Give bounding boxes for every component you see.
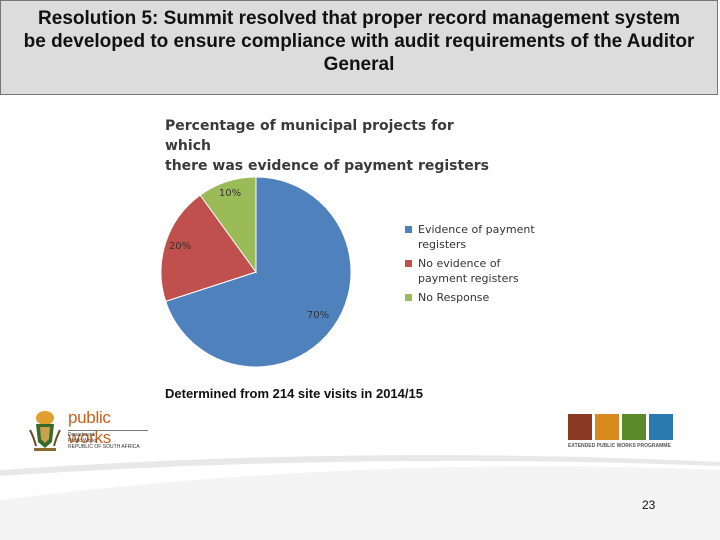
pie-slice-no-response [199, 176, 257, 274]
pie-slice-evidence [165, 176, 352, 368]
legend-item-no-evidence: No evidence of payment registers [405, 256, 545, 286]
epwp-name: EXTENDED PUBLIC WORKS PROGRAMME [568, 443, 671, 449]
chart-caption: Determined from 214 site visits in 2014/… [165, 386, 423, 401]
public-works-name: public works [68, 408, 111, 447]
legend-item-no-response: No Response [405, 290, 545, 305]
chart-title-line-1: Percentage of municipal projects for whi… [165, 118, 454, 154]
epwp-worker-icon [568, 414, 592, 440]
slide-title-line-3: General [323, 54, 395, 75]
legend-label-evidence-line-1: Evidence of payment [418, 223, 535, 236]
legend-swatch-no-evidence [405, 260, 412, 267]
public-works-subtitle: Department: Public Works REPUBLIC OF SOU… [68, 432, 158, 450]
legend-item-evidence: Evidence of payment registers [405, 222, 545, 252]
epwp-people-icon [649, 414, 673, 440]
epwp-sun-icon [595, 414, 619, 440]
page-number: 23 [642, 498, 656, 512]
epwp-logo: EXTENDED PUBLIC WORKS PROGRAMME [568, 414, 676, 454]
public-works-logo: public works Department: Public Works RE… [28, 408, 153, 454]
coat-of-arms-icon [29, 411, 61, 451]
pie-label-evidence: 70% [307, 310, 329, 321]
public-works-sub-line-1: Department: [68, 432, 96, 438]
slide-title-line-1: Resolution 5: Summit resolved that prope… [38, 8, 680, 29]
epwp-tree-icon [622, 414, 646, 440]
chart-legend: Evidence of payment registers No evidenc… [405, 222, 545, 309]
public-works-sub-line-3: REPUBLIC OF SOUTH AFRICA [68, 444, 140, 450]
slide-title-line-2: be developed to ensure compliance with a… [23, 31, 695, 52]
legend-label-no-response: No Response [418, 291, 490, 304]
pie-label-no-response: 10% [219, 188, 241, 199]
chart-title: Percentage of municipal projects for whi… [165, 116, 495, 176]
slide-title-box: Resolution 5: Summit resolved that prope… [0, 0, 718, 95]
public-works-rule [68, 430, 148, 431]
public-works-sub-line-2: Public Works [68, 438, 98, 444]
chart-title-line-2: there was evidence of payment registers [165, 158, 489, 174]
pie-slice-no-evidence [160, 194, 257, 302]
legend-label-evidence-line-2: registers [418, 238, 467, 251]
legend-swatch-no-response [405, 294, 412, 301]
pie-label-no-evidence: 20% [169, 241, 191, 252]
legend-label-no-evidence-line-1: No evidence of [418, 257, 501, 270]
legend-label-no-evidence-line-2: payment registers [418, 272, 519, 285]
legend-swatch-evidence [405, 226, 412, 233]
